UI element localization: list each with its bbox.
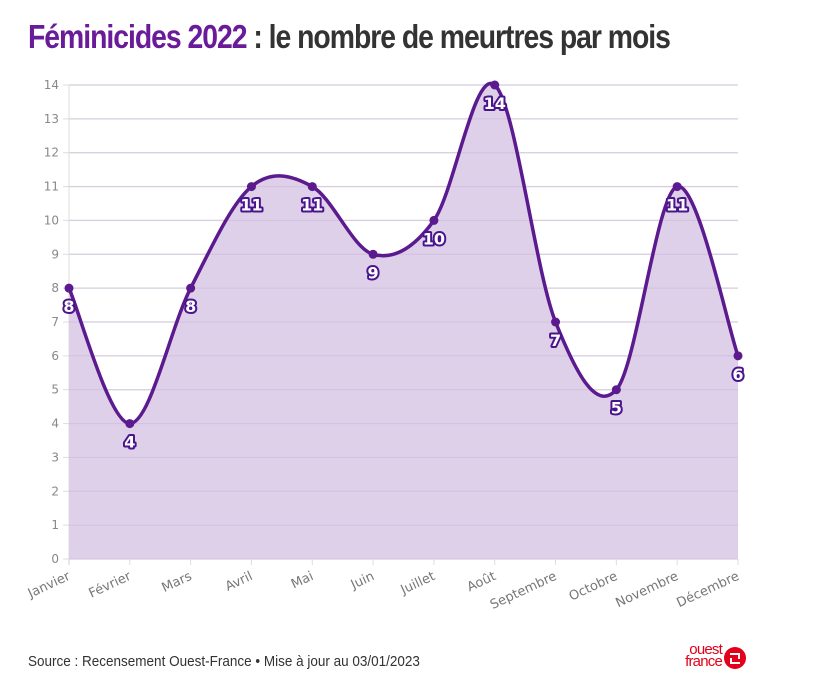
y-tick-label: 8 [51,281,59,295]
data-point [307,182,317,192]
data-point [490,80,500,90]
y-tick-label: 2 [51,484,59,498]
data-point [64,283,74,293]
data-label: 5 [611,399,622,418]
data-label: 6 [732,365,743,384]
y-tick-label: 7 [51,315,59,329]
y-tick-label: 9 [51,247,59,261]
x-tick-label: Mars [160,569,195,596]
x-tick-label: Août [465,569,499,595]
x-tick-label: Octobre [567,569,620,604]
data-label: 11 [240,196,262,215]
x-tick-label: Mai [289,569,316,592]
area-layer [69,83,738,560]
y-tick-label: 11 [44,180,59,194]
data-label: 14 [484,94,506,113]
x-tick-label: Juillet [398,569,438,598]
y-tick-label: 5 [51,383,59,397]
data-label: 11 [666,196,688,215]
data-point [246,182,256,192]
x-tick-label: Juin [348,569,377,593]
x-tick-label: Décembre [675,569,742,611]
logo-text: ouest france [674,641,723,670]
chart-title: Féminicides 2022 : le nombre de meurtres… [28,18,671,56]
data-point [186,283,196,293]
y-tick-label: 1 [51,518,59,532]
logo-line-2: france [685,653,723,670]
ouest-france-logo: ouest france [674,641,754,678]
data-point [672,182,682,192]
x-axis: Janvier Février Mars Avril Mai Juin Juillet Aoû… [25,559,742,613]
y-tick-label: 3 [51,450,59,464]
y-tick-label: 13 [44,112,59,126]
data-label: 4 [124,433,135,452]
logo-line-1: ouest [689,641,723,658]
y-tick-label: 0 [51,552,59,566]
y-tick-label: 10 [44,213,59,227]
x-tick-label: Février [87,569,134,602]
data-label: 8 [185,297,196,316]
data-point [611,385,621,395]
x-tick-label: Janvier [25,569,73,602]
data-labels: 8 4 8 11 11 9 10 14 7 5 11 6 [61,92,745,454]
data-label: 11 [301,196,323,215]
area-fill [69,83,738,559]
y-tick-label: 4 [51,417,59,431]
data-label: 8 [63,297,74,316]
chart-title-accent: Féminicides 2022 [28,18,248,55]
data-label: 7 [550,331,561,350]
data-point [368,249,378,259]
data-point [125,419,135,429]
data-point [551,317,561,327]
series-layer [64,80,743,429]
y-tick-label: 12 [44,146,59,160]
series-line [67,81,740,426]
data-label: 9 [368,263,379,282]
y-tick-label: 6 [51,349,59,363]
logo-mark-icon [724,647,746,669]
data-point [733,351,743,361]
data-point [429,215,439,225]
data-label: 10 [423,229,445,248]
x-tick-label: Avril [223,569,255,595]
x-tick-label: Septembre [488,569,559,613]
source-note: Source : Recensement Ouest-France • Mise… [28,653,420,670]
chart-title-rest: : le nombre de meurtres par mois [246,18,671,55]
y-tick-label: 14 [44,78,59,92]
x-tick-label: Novembre [613,569,680,611]
